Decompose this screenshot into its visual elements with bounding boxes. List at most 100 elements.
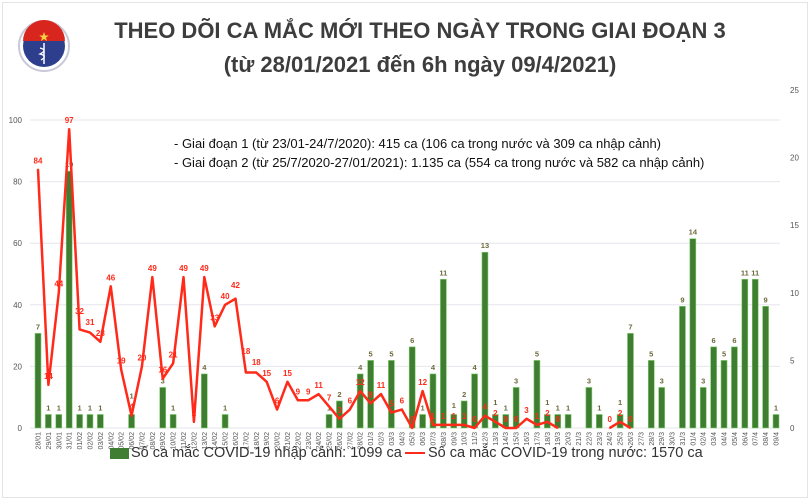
line-data-label: 15 <box>262 369 271 378</box>
bar-data-label: 5 <box>389 349 393 358</box>
bar-data-label: 3 <box>514 376 518 385</box>
line-point-domestic <box>47 384 50 386</box>
x-axis-tick-label: 28/3 <box>649 432 656 446</box>
line-point-domestic <box>536 424 538 426</box>
bar-imported <box>55 414 63 429</box>
x-axis-tick-label: 04/02 <box>108 432 115 450</box>
bar-data-label: 5 <box>722 349 726 358</box>
line-point-domestic <box>515 427 517 429</box>
x-axis-tick-label: 26/3 <box>628 432 635 446</box>
line-point-domestic <box>57 291 60 294</box>
left-axis-tick-label: 40 <box>13 301 22 310</box>
bar-data-label: 9 <box>680 295 684 304</box>
bar-imported <box>201 373 208 429</box>
x-axis-tick-label: 05/3 <box>410 432 417 446</box>
legend-item-domestic: Số ca mắc COVID-19 trong nước: 1570 ca <box>405 445 703 461</box>
x-axis-tick-label: 23/02 <box>306 432 313 450</box>
line-data-label: 3 <box>337 406 342 415</box>
bar-data-label: 13 <box>481 241 489 250</box>
line-point-domestic <box>359 390 362 392</box>
x-axis-tick-label: 28/01 <box>36 432 43 450</box>
line-point-domestic <box>193 421 195 423</box>
bar-data-label: 6 <box>410 336 414 345</box>
bar-imported <box>627 333 634 429</box>
x-axis-tick-label: 01/3 <box>368 432 375 446</box>
line-point-domestic <box>411 427 413 429</box>
x-axis-tick-label: 10/02 <box>171 432 178 450</box>
line-point-domestic <box>432 424 434 426</box>
x-axis-tick-label: 24/3 <box>607 432 614 446</box>
bar-data-label: 1 <box>223 403 227 412</box>
x-axis-tick-label: 02/3 <box>379 432 386 446</box>
line-point-domestic <box>401 408 403 411</box>
right-axis-tick-label: 0 <box>790 424 795 433</box>
line-point-domestic <box>276 408 278 411</box>
line-data-label: 18 <box>252 358 261 367</box>
ministry-of-health-logo <box>18 20 70 72</box>
x-axis-tick-label: 30/3 <box>670 432 677 446</box>
line-data-label: 12 <box>356 378 365 387</box>
line-point-domestic <box>78 328 81 331</box>
line-point-domestic <box>182 276 185 278</box>
x-axis-tick-label: 15/3 <box>514 432 521 446</box>
bar-imported <box>76 414 83 429</box>
bar-data-label: 1 <box>421 403 425 412</box>
line-data-label: 40 <box>221 292 230 301</box>
x-axis-tick-label: 14/3 <box>503 432 510 446</box>
line-point-domestic <box>130 414 133 417</box>
bar-data-label: 3 <box>587 376 591 385</box>
bar-data-label: 1 <box>504 403 508 412</box>
line-point-domestic <box>255 371 258 374</box>
x-axis-tick-label: 04/3 <box>399 432 406 446</box>
x-axis-tick-label: 06/4 <box>742 432 749 446</box>
line-point-domestic <box>338 417 341 420</box>
x-axis-tick-label: 22/3 <box>586 432 593 446</box>
bar-data-label: 5 <box>369 349 373 358</box>
right-axis-tick-label: 5 <box>790 356 795 365</box>
line-point-domestic <box>297 399 299 402</box>
x-axis-tick-label: 10/3 <box>462 432 469 446</box>
x-axis-tick-label: 06/02 <box>129 432 136 450</box>
right-axis-tick-label: 15 <box>790 221 799 230</box>
line-point-domestic <box>37 168 39 171</box>
left-axis-tick-label: 0 <box>18 424 23 433</box>
line-data-label: 2 <box>618 409 623 418</box>
bar-data-label: 2 <box>337 390 341 399</box>
line-data-label: 2 <box>493 409 498 418</box>
bar-data-label: 1 <box>774 403 778 412</box>
line-data-label: 84 <box>34 156 43 165</box>
bar-data-label: 1 <box>545 398 549 407</box>
line-data-label: 44 <box>54 279 63 288</box>
x-axis-tick-label: 08/4 <box>763 432 770 446</box>
line-data-label: 97 <box>65 116 74 125</box>
line-data-label: 1 <box>431 412 436 421</box>
bar-data-label: 4 <box>431 363 436 372</box>
x-axis-tick-label: 29/01 <box>46 432 53 450</box>
x-axis-tick-label: 29/3 <box>659 432 666 446</box>
bar-data-label: 14 <box>689 228 698 237</box>
line-data-label: 2 <box>192 409 197 418</box>
line-point-domestic <box>120 368 122 371</box>
line-data-label: 0 <box>410 415 415 424</box>
x-axis-tick-label: 04/4 <box>722 432 729 446</box>
line-point-domestic <box>484 414 486 417</box>
x-axis-tick-label: 27/3 <box>638 432 645 446</box>
line-data-label: 0 <box>504 415 509 424</box>
line-data-label: 6 <box>348 397 353 406</box>
line-point-domestic <box>380 393 382 395</box>
bar-imported <box>533 360 541 429</box>
x-axis-tick-label: 16/3 <box>524 432 531 446</box>
x-axis-tick-label: 07/02 <box>139 432 146 450</box>
bar-imported <box>720 360 728 429</box>
line-data-label: 0 <box>472 415 477 424</box>
line-point-domestic <box>546 421 549 423</box>
line-point-domestic <box>68 128 70 131</box>
x-axis-tick-label: 01/4 <box>690 432 697 446</box>
x-axis-tick-label: 16/02 <box>233 432 240 450</box>
x-axis-tick-label: 19/3 <box>555 432 562 446</box>
line-point-domestic <box>556 427 559 429</box>
line-point-domestic <box>504 427 507 429</box>
bar-data-label: 1 <box>566 403 570 412</box>
x-axis-tick-label: 17/3 <box>534 432 541 446</box>
